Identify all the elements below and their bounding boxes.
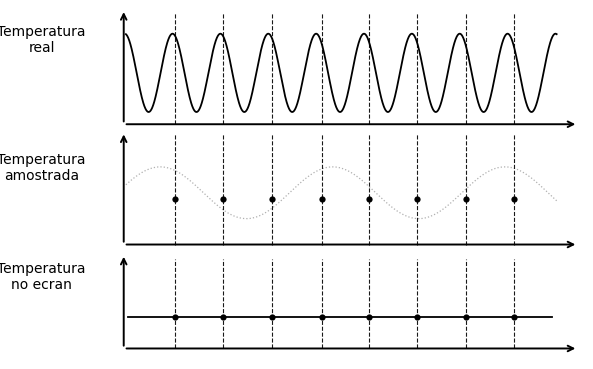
Text: Temperatura
real: Temperatura real <box>0 25 86 55</box>
Text: Temperatura
no ecran: Temperatura no ecran <box>0 262 86 292</box>
Text: Tempo: Tempo <box>533 134 576 147</box>
Text: Temperatura
amostrada: Temperatura amostrada <box>0 153 86 183</box>
